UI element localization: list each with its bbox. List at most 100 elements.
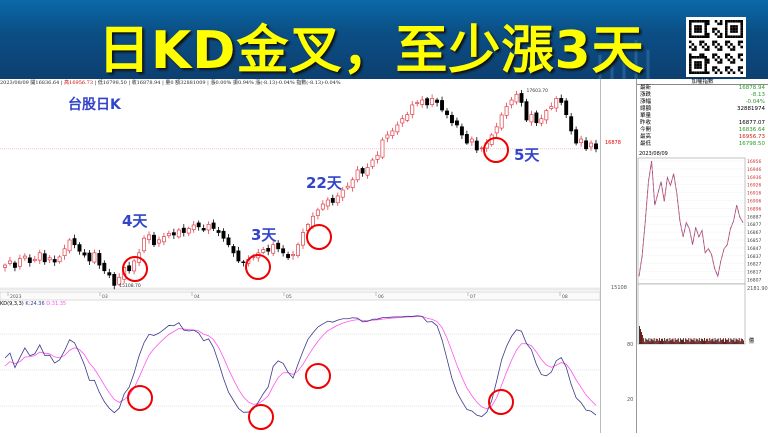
qr-module xyxy=(701,20,705,23)
qr-module xyxy=(712,56,715,59)
qr-module xyxy=(696,27,700,31)
volume-bar xyxy=(663,340,665,344)
volume-bar xyxy=(690,338,692,344)
qr-module xyxy=(694,45,697,49)
volume-bar xyxy=(647,340,649,344)
price-axis-column: 16878 15108 80 20 xyxy=(600,79,637,433)
intraday-tick-label: 16867 xyxy=(747,230,761,236)
intraday-date: 2023/08/09 xyxy=(639,151,668,157)
volume-bar xyxy=(732,339,734,344)
qr-module xyxy=(704,68,707,72)
qr-module xyxy=(717,48,720,51)
qr-module xyxy=(740,32,743,36)
volume-bar xyxy=(718,341,720,344)
quote-row: 昨收 16877.07 xyxy=(637,120,768,127)
qr-module xyxy=(704,20,707,23)
qr-module xyxy=(725,32,728,36)
volume-bar xyxy=(646,339,648,344)
qr-module xyxy=(689,61,692,64)
qr-module xyxy=(732,27,736,31)
qr-module xyxy=(714,20,718,23)
qr-module xyxy=(694,35,697,38)
qr-module xyxy=(689,22,692,26)
candle-down xyxy=(107,272,112,276)
candle-up xyxy=(345,185,350,189)
qr-module xyxy=(737,66,741,69)
candle-up xyxy=(395,124,400,133)
qr-module xyxy=(732,45,736,49)
qr-module xyxy=(699,63,702,67)
candle-up xyxy=(529,114,534,123)
x-tick-label: 04 xyxy=(194,294,200,300)
candle-down xyxy=(464,134,469,144)
qr-module xyxy=(719,35,723,38)
volume-bar xyxy=(725,338,726,344)
qr-module xyxy=(694,71,697,74)
quote-label: 最新 xyxy=(640,85,652,91)
candle-up xyxy=(355,169,360,181)
qr-module xyxy=(707,58,710,62)
volume-bar xyxy=(730,338,732,344)
quote-value: 16836.64 xyxy=(738,127,765,133)
golden-cross-circle xyxy=(306,224,332,250)
candle-down xyxy=(569,116,574,132)
candlestick-svg[interactable]: 2023 03 04 05 06 07 08 17603.70 15108.70 xyxy=(0,88,601,433)
intraday-price-line-down xyxy=(638,160,744,278)
kd-d-value: D:31.35 xyxy=(46,301,67,307)
candle-up xyxy=(554,98,559,109)
candle-down xyxy=(445,110,449,115)
candle-down xyxy=(584,140,589,150)
qr-code-icon[interactable] xyxy=(686,17,746,77)
qr-module xyxy=(727,58,731,62)
qr-module xyxy=(689,35,692,38)
qr-module xyxy=(704,25,707,28)
quote-panel: 加權指數 最新 16878.94 漲跌 -8.13 漲幅 -0.04% 總額 32881974… xyxy=(637,79,768,433)
intraday-tick-label: 16906 xyxy=(747,199,761,205)
candle-down xyxy=(77,244,82,252)
qr-module xyxy=(725,66,728,69)
qr-module xyxy=(714,27,718,31)
volume-bar xyxy=(714,338,716,344)
candle-up xyxy=(415,102,420,104)
last-price-label: 16878 xyxy=(605,140,621,146)
quote-row: 單量 xyxy=(637,113,768,120)
volume-bar xyxy=(705,340,707,344)
intraday-tick-label: 16887 xyxy=(747,214,761,220)
candle-down xyxy=(231,246,236,254)
qr-module xyxy=(707,22,710,26)
daily-k-chart[interactable]: 2023 03 04 05 06 07 08 17603.70 15108.70 台股日K 4天… xyxy=(0,88,601,433)
volume-bar xyxy=(679,338,681,344)
candle-up xyxy=(365,167,370,176)
qr-module xyxy=(719,22,723,26)
candle-down xyxy=(276,242,281,250)
volume-bar xyxy=(670,340,672,344)
kd-k-line xyxy=(4,315,597,418)
qr-module xyxy=(689,68,692,72)
candle-up xyxy=(320,203,325,210)
qr-module xyxy=(740,27,743,31)
volume-bar xyxy=(681,339,682,344)
quote-value: 16956.73 xyxy=(738,134,765,140)
qr-module xyxy=(725,30,728,33)
candle-down xyxy=(236,250,241,262)
candle-up xyxy=(47,257,52,261)
candle-up xyxy=(405,114,410,121)
qr-module xyxy=(740,53,743,56)
quote-row: 今開 16836.64 xyxy=(637,127,768,134)
qr-module xyxy=(689,25,692,28)
volume-bar xyxy=(726,339,728,344)
volume-bar xyxy=(734,341,736,344)
volume-bar xyxy=(641,332,642,344)
intraday-tick-label: 16847 xyxy=(747,246,761,252)
quote-label: 今開 xyxy=(640,127,652,133)
qr-module xyxy=(689,32,692,36)
qr-module xyxy=(714,45,718,49)
qr-module xyxy=(732,48,736,51)
qr-module xyxy=(694,27,697,31)
info-volume: 量0 額32881009 xyxy=(165,80,206,86)
info-close: 收16878.94 xyxy=(131,80,161,86)
qr-module xyxy=(740,40,743,44)
qr-module xyxy=(719,71,723,74)
qr-module xyxy=(701,56,705,59)
